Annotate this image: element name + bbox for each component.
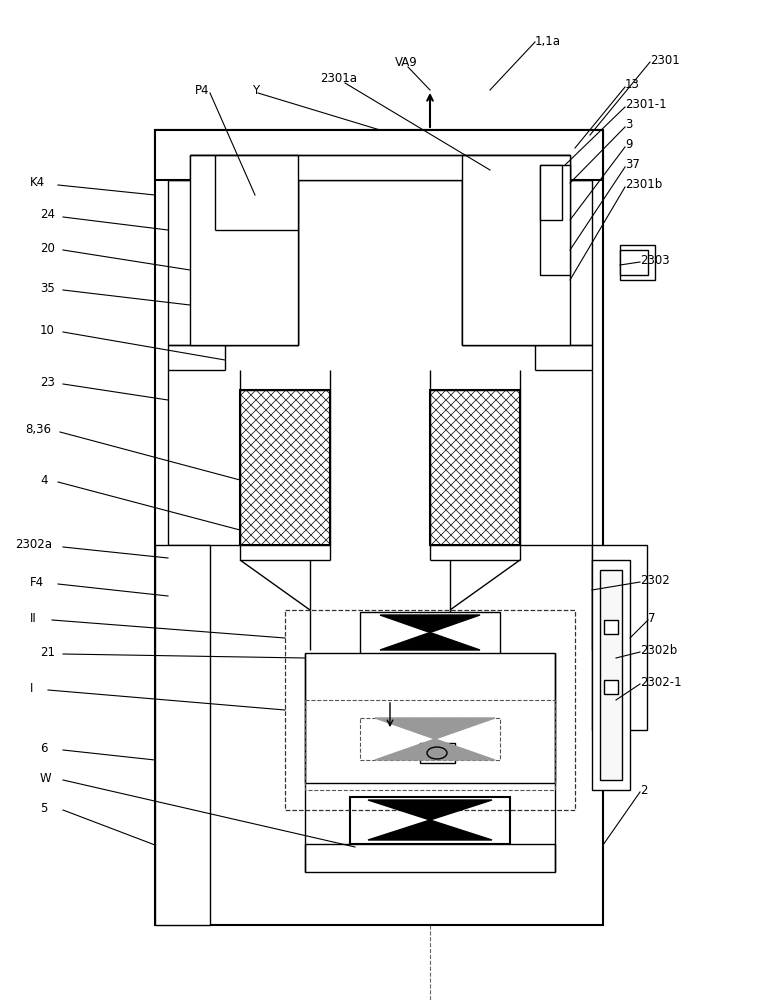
Polygon shape bbox=[375, 718, 495, 739]
Bar bbox=[360, 612, 500, 654]
Text: 9: 9 bbox=[625, 138, 632, 151]
Bar bbox=[620, 245, 655, 280]
Bar bbox=[592, 560, 630, 790]
Bar bbox=[305, 700, 555, 790]
Text: 2301-1: 2301-1 bbox=[625, 99, 667, 111]
Text: 2302: 2302 bbox=[640, 574, 670, 586]
Text: 1,1a: 1,1a bbox=[535, 35, 561, 48]
Bar bbox=[420, 743, 455, 763]
Text: 3: 3 bbox=[625, 118, 632, 131]
Text: 4: 4 bbox=[40, 474, 47, 487]
Text: Y: Y bbox=[252, 84, 259, 97]
Text: 7: 7 bbox=[648, 611, 655, 624]
Bar bbox=[305, 653, 555, 783]
Text: 2302-1: 2302-1 bbox=[640, 676, 682, 688]
Bar bbox=[285, 610, 575, 810]
Text: 6: 6 bbox=[40, 742, 47, 754]
Polygon shape bbox=[368, 800, 492, 820]
Bar bbox=[462, 180, 592, 345]
Bar bbox=[155, 545, 210, 925]
Text: 2301b: 2301b bbox=[625, 178, 662, 192]
Text: VA9: VA9 bbox=[395, 55, 418, 68]
Bar bbox=[620, 250, 648, 275]
Text: W: W bbox=[40, 772, 52, 784]
Bar bbox=[604, 620, 618, 634]
Bar bbox=[462, 155, 570, 345]
Text: 20: 20 bbox=[40, 241, 55, 254]
Text: K4: K4 bbox=[30, 176, 45, 190]
Bar bbox=[155, 130, 603, 925]
Text: 10: 10 bbox=[40, 324, 55, 336]
Polygon shape bbox=[380, 615, 480, 633]
Bar bbox=[240, 390, 330, 545]
Text: P4: P4 bbox=[195, 84, 210, 97]
Text: 37: 37 bbox=[625, 158, 640, 172]
Text: 21: 21 bbox=[40, 646, 55, 658]
Text: 5: 5 bbox=[40, 802, 47, 814]
Bar bbox=[604, 680, 618, 694]
Text: 2302b: 2302b bbox=[640, 644, 677, 656]
Text: 2303: 2303 bbox=[640, 253, 670, 266]
Text: 2301a: 2301a bbox=[320, 72, 357, 85]
Bar bbox=[430, 390, 520, 545]
Bar bbox=[360, 718, 500, 760]
Bar bbox=[540, 165, 570, 275]
Bar bbox=[168, 180, 298, 345]
Polygon shape bbox=[380, 633, 480, 650]
Text: 35: 35 bbox=[40, 282, 55, 294]
Text: 2302a: 2302a bbox=[15, 538, 52, 552]
Text: 8,36: 8,36 bbox=[25, 424, 51, 436]
Text: 2301: 2301 bbox=[650, 53, 679, 66]
Bar bbox=[155, 130, 603, 180]
Bar bbox=[240, 390, 330, 545]
Bar bbox=[350, 797, 510, 844]
Text: 23: 23 bbox=[40, 375, 55, 388]
Text: II: II bbox=[30, 611, 36, 624]
Bar bbox=[430, 390, 520, 545]
Bar bbox=[190, 155, 298, 345]
Bar bbox=[305, 844, 555, 872]
Bar bbox=[600, 570, 622, 780]
Bar bbox=[540, 165, 562, 220]
Bar bbox=[190, 155, 570, 180]
Polygon shape bbox=[368, 820, 492, 840]
Text: F4: F4 bbox=[30, 576, 44, 588]
Text: 24: 24 bbox=[40, 209, 55, 222]
Text: I: I bbox=[30, 682, 33, 694]
Text: 13: 13 bbox=[625, 79, 640, 92]
Text: 2: 2 bbox=[640, 784, 648, 796]
Bar bbox=[592, 545, 647, 730]
Polygon shape bbox=[375, 739, 495, 760]
